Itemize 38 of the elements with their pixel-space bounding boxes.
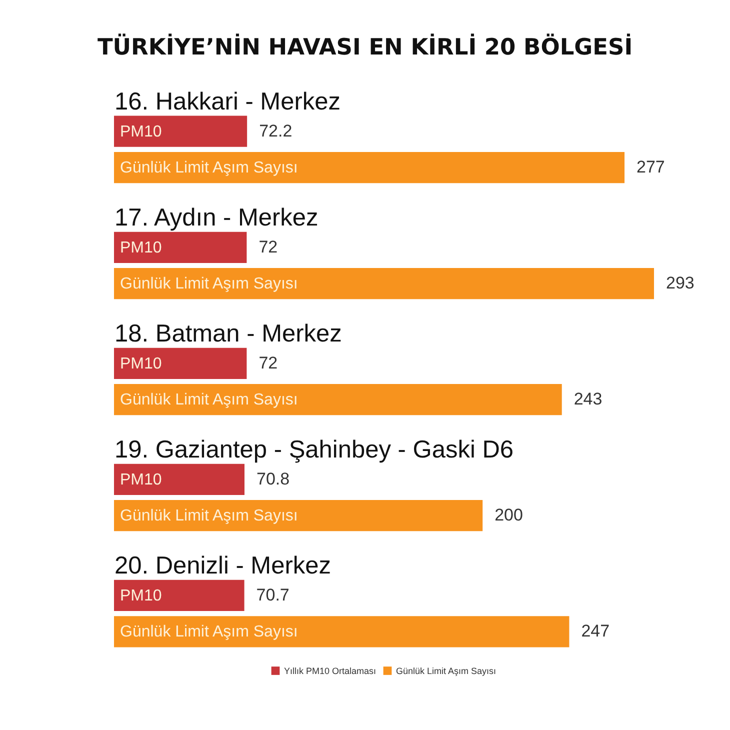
data-label: 243 [574, 390, 602, 409]
bar [114, 500, 483, 532]
bar [114, 152, 625, 184]
data-label: 72 [258, 237, 278, 256]
y-tick-label: 18. Batman - Merkez [114, 320, 342, 348]
annotation: PM10 [120, 471, 162, 488]
data-label: 70.7 [256, 585, 290, 604]
y-tick-label: 20. Denizli - Merkez [114, 552, 331, 580]
bar [114, 268, 654, 300]
legend-label: Günlük Limit Aşım Sayısı [396, 666, 496, 676]
data-label: 200 [494, 506, 523, 525]
bar [114, 616, 570, 648]
data-label: 70.8 [256, 469, 290, 488]
data-label: 247 [581, 622, 610, 641]
bar [114, 464, 244, 495]
chart-title: TÜRKİYE’NİN HAVASI EN KİRLİ 20 BÖLGESİ [97, 34, 633, 60]
annotation: PM10 [120, 587, 162, 604]
y-tick-label: 17. Aydın - Merkez [114, 204, 318, 232]
bar [114, 232, 247, 263]
annotation: Günlük Limit Aşım Sayısı [120, 276, 298, 293]
annotation: Günlük Limit Aşım Sayısı [120, 624, 298, 641]
annotation: PM10 [120, 239, 162, 256]
annotation: Günlük Limit Aşım Sayısı [120, 392, 298, 409]
annotation: Günlük Limit Aşım Sayısı [120, 508, 298, 525]
bar [114, 384, 562, 416]
bar [114, 580, 244, 612]
bar [114, 348, 247, 379]
annotation: PM10 [120, 123, 162, 140]
annotation: PM10 [120, 355, 162, 372]
legend-label: Yıllık PM10 Ortalaması [284, 666, 376, 676]
data-label: 277 [636, 158, 665, 177]
annotation: Günlük Limit Aşım Sayısı [120, 160, 298, 177]
data-label: 72.2 [259, 121, 292, 140]
y-tick-label: 19. Gaziantep - Şahinbey - Gaski D6 [114, 436, 514, 464]
y-tick-label: 16. Hakkari - Merkez [114, 88, 341, 116]
bar [114, 116, 248, 147]
data-label: 72 [258, 353, 278, 372]
data-label: 293 [666, 274, 694, 293]
